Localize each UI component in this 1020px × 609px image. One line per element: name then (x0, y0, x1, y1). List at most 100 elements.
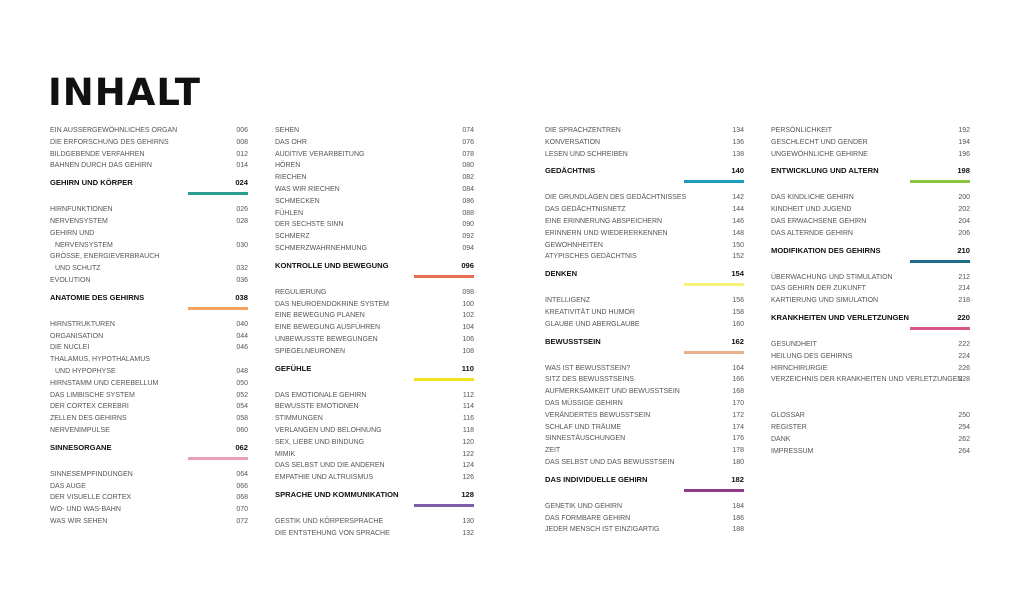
section-title: ANATOMIE DES GEHIRNS (50, 292, 145, 302)
entry-page-number: 170 (732, 399, 744, 407)
entry-page-number: 156 (732, 297, 744, 305)
entry-page-number: 014 (236, 162, 248, 170)
entry-page-number: 146 (732, 217, 744, 225)
toc-entry: HIRNSTRUKTUREN 040 (50, 319, 248, 331)
toc-entry: GEWOHNHEITEN 150 (545, 240, 744, 252)
entry-page-number: 226 (958, 364, 970, 372)
entry-label: DAS GEDÄCHTNISNETZ (545, 206, 626, 214)
entry-label: AUFMERKSAMKEIT UND BEWUSSTSEIN (545, 388, 680, 396)
entry-label: UNBEWUSSTE BEWEGUNGEN (275, 335, 378, 343)
entry-page-number: 174 (732, 423, 744, 431)
entry-label: NERVENSYSTEM (55, 241, 113, 249)
entry-label: UND SCHUTZ (55, 265, 101, 273)
entry-page-number: 142 (732, 194, 744, 202)
section-page-number: 038 (235, 292, 248, 302)
toc-entry: LESEN UND SCHREIBEN 138 (545, 149, 744, 161)
entry-page-number: 254 (958, 423, 970, 431)
section-page-number: 182 (731, 474, 744, 484)
section-page-number: 198 (957, 166, 970, 176)
section-title: MODIFIKATION DES GEHIRNS (771, 245, 881, 255)
entry-page-number: 250 (958, 412, 970, 420)
toc-entry: MIMIK 122 (275, 449, 474, 461)
toc-column-2: SEHEN 074 DAS OHR 076 AUDITIVE VERARBEITUNG 0… (275, 125, 474, 540)
toc-entry: ZEIT 178 (545, 445, 744, 457)
entry-page-number: 160 (732, 320, 744, 328)
toc-entry: EINE BEWEGUNG PLANEN 102 (275, 310, 474, 322)
entry-page-number: 116 (462, 415, 474, 423)
entry-label: DAS ALTERNDE GEHIRN (771, 229, 853, 237)
toc-entry: DAS SELBST UND DIE ANDEREN 124 (275, 460, 474, 472)
toc-entry: SPIEGELNEURONEN 108 (275, 346, 474, 358)
toc-entry: KREATIVITÄT UND HUMOR 158 (545, 307, 744, 319)
section-color-bar (188, 456, 248, 460)
entry-label: DAS SELBST UND DAS BEWUSSTSEIN (545, 458, 675, 466)
section-page-number: 024 (235, 178, 248, 188)
entry-page-number: 032 (236, 265, 248, 273)
entry-page-number: 126 (462, 474, 474, 482)
section-color-bar (414, 377, 474, 381)
entry-page-number: 184 (732, 502, 744, 510)
toc-entry: DAS LIMBISCHE SYSTEM 052 (50, 390, 248, 402)
entry-page-number: 194 (958, 138, 970, 146)
entry-page-number: 080 (462, 162, 474, 170)
entry-label: DAS KINDLICHE GEHIRN (771, 194, 854, 202)
entry-label: ERINNERN UND WIEDERERKENNEN (545, 229, 668, 237)
toc-entry: KINDHEIT UND JUGEND 202 (771, 204, 970, 216)
toc-entry: WO- UND WAS-BAHN 070 (50, 504, 248, 516)
entry-label: SCHMERZ (275, 233, 310, 241)
spacer (771, 386, 970, 398)
section-color-bar (684, 350, 744, 354)
toc-entry: DIE ERFORSCHUNG DES GEHIRNS 008 (50, 137, 248, 149)
entry-label: GRÖSSE, ENERGIEVERBRAUCH (50, 253, 160, 261)
spacer (771, 398, 970, 410)
toc-entry: GEHIRN UND (50, 228, 248, 240)
toc-entry: HIRNSTAMM UND CEREBELLUM 050 (50, 378, 248, 390)
entry-page-number: 186 (732, 514, 744, 522)
toc-entry: EIN AUSSERGEWÖHNLICHES ORGAN 006 (50, 125, 248, 137)
toc-entry: WAS WIR SEHEN 072 (50, 516, 248, 528)
entry-page-number: 134 (732, 127, 744, 134)
toc-entry: STIMMUNGEN 116 (275, 413, 474, 425)
entry-page-number: 150 (732, 241, 744, 249)
entry-label: WO- UND WAS-BAHN (50, 506, 121, 514)
toc-entry: ORGANISATION 044 (50, 331, 248, 343)
entry-label: GEWOHNHEITEN (545, 241, 603, 249)
entry-label: NERVENSYSTEM (50, 217, 108, 225)
toc-entry: DIE ENTSTEHUNG VON SPRACHE 132 (275, 528, 474, 540)
entry-label: REGISTER (771, 423, 807, 431)
entry-page-number: 196 (958, 150, 970, 158)
toc-entry: HIRNCHIRURGIE 226 (771, 363, 970, 375)
entry-page-number: 028 (236, 217, 248, 225)
toc-entry: GESTIK UND KÖRPERSPRACHE 130 (275, 516, 474, 528)
toc-entry: IMPRESSUM 264 (771, 446, 970, 458)
toc-column-4: PERSÖNLICHKEIT 192 GESCHLECHT UND GENDER 19… (771, 125, 970, 457)
section-page-number: 210 (957, 245, 970, 255)
entry-label: REGULIERUNG (275, 288, 327, 296)
entry-label: DAS LIMBISCHE SYSTEM (50, 391, 135, 399)
toc-entry: DAS GEDÄCHTNISNETZ 144 (545, 204, 744, 216)
entry-label: SEHEN (275, 127, 300, 134)
entry-label: ATYPISCHES GEDÄCHTNIS (545, 253, 637, 261)
toc-entry: DIE SPRACHZENTREN 134 (545, 125, 744, 137)
entry-page-number: 158 (732, 308, 744, 316)
entry-page-number: 084 (462, 185, 474, 193)
toc-entry: ÜBERWACHUNG UND STIMULATION 212 (771, 272, 970, 284)
toc-entry: DIE NUCLEI 046 (50, 342, 248, 354)
entry-label: DAS EMOTIONALE GEHIRN (275, 391, 367, 399)
entry-label: DAS NEUROENDOKRINE SYSTEM (275, 300, 389, 308)
toc-entry: WAS IST BEWUSSTSEIN? 164 (545, 363, 744, 375)
entry-page-number: 044 (236, 332, 248, 340)
section-title: GEDÄCHTNIS (545, 166, 596, 176)
toc-entry: SINNESEMPFINDUNGEN 064 (50, 469, 248, 481)
entry-page-number: 114 (462, 403, 474, 411)
toc-entry: DANK 262 (771, 434, 970, 446)
entry-page-number: 076 (462, 138, 474, 146)
toc-entry: UND HYPOPHYSE 048 (50, 366, 248, 378)
toc-entry: GLAUBE UND ABERGLAUBE 160 (545, 319, 744, 331)
toc-entry: SEX, LIEBE UND BINDUNG 120 (275, 437, 474, 449)
toc-entry: DAS GEHIRN DER ZUKUNFT 214 (771, 283, 970, 295)
entry-label: GLOSSAR (771, 412, 805, 420)
toc-entry: GLOSSAR 250 (771, 410, 970, 422)
entry-label: SPIEGELNEURONEN (275, 347, 346, 355)
entry-label: DAS FORMBARE GEHIRN (545, 514, 631, 522)
